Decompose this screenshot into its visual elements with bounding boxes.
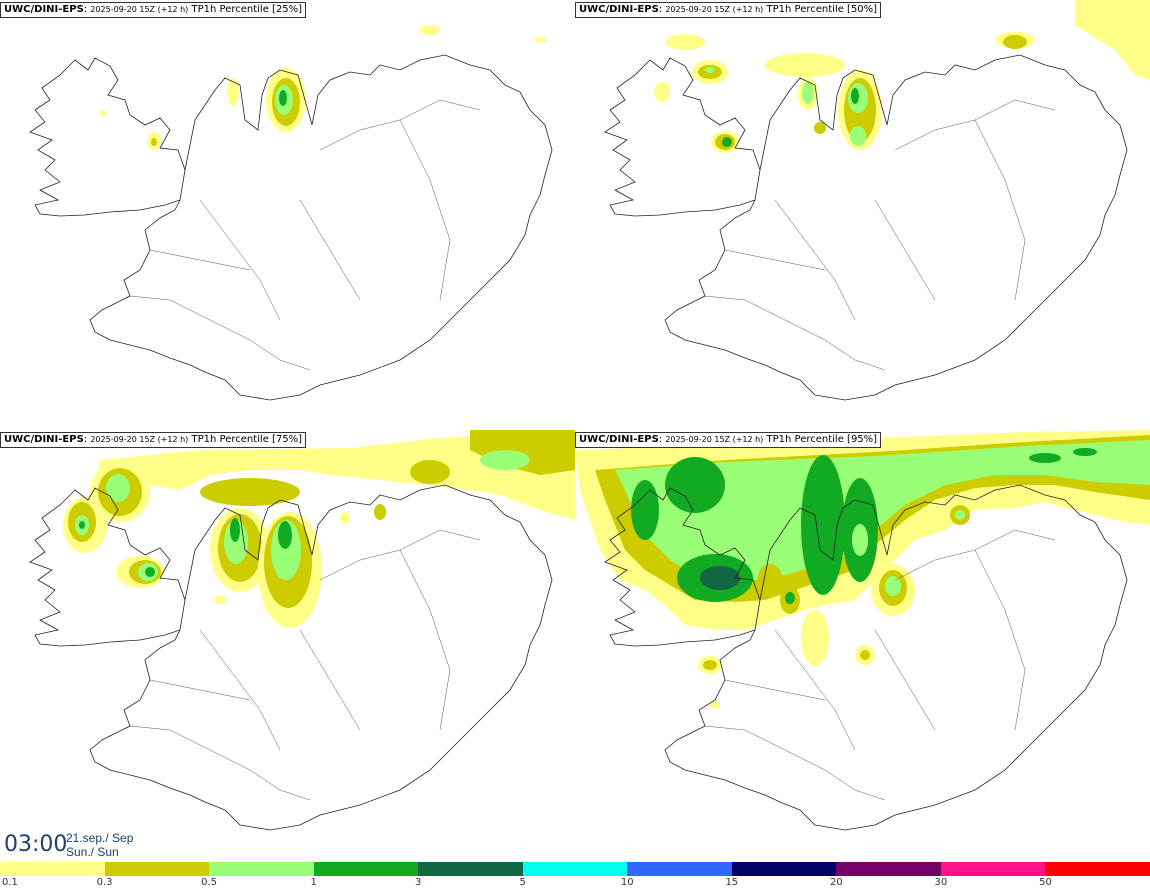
coastline <box>604 54 1128 401</box>
legend-swatch <box>0 862 105 876</box>
map-panel-p50: UWC/DINI-EPS: 2025-09-20 15Z (+12 h) TP1… <box>575 0 1150 430</box>
iceland-map <box>604 0 1150 401</box>
iceland-map <box>575 430 1150 831</box>
roads <box>129 99 481 371</box>
map-panel-p95: UWC/DINI-EPS: 2025-09-20 15Z (+12 h) TP1… <box>575 430 1150 860</box>
date-line-1: 21.sep./ Sep <box>66 831 134 845</box>
iceland-map <box>29 25 553 401</box>
roads <box>129 529 481 801</box>
legend-tick-label: 15 <box>725 877 739 888</box>
coastline <box>604 484 1128 831</box>
panel-title: UWC/DINI-EPS: 2025-09-20 15Z (+12 h) TP1… <box>0 432 307 448</box>
legend-swatch <box>627 862 732 876</box>
legend-tick-label: 1 <box>310 877 317 888</box>
legend-tick-label: 20 <box>829 877 843 888</box>
coastline <box>29 54 553 401</box>
precip-shading <box>654 0 1150 153</box>
legend-tick-label: 0.1 <box>2 877 18 888</box>
precip-shading <box>100 25 546 150</box>
legend-tick-label: 3 <box>414 877 422 888</box>
percentile-label: [50%] <box>847 4 878 15</box>
panel-title: UWC/DINI-EPS: 2025-09-20 15Z (+12 h) TP1… <box>0 2 307 18</box>
legend-tick-label: 0.5 <box>201 877 218 888</box>
valid-time: 03:00 <box>4 832 68 857</box>
field-label: TP1h Percentile <box>191 4 269 15</box>
legend-swatch <box>209 862 314 876</box>
legend-swatch <box>731 862 837 876</box>
legend-ticks: 0.1 0.3 0.5 1 3 5 10 15 20 30 50 <box>0 877 1150 891</box>
legend-tick-label: 10 <box>620 877 634 888</box>
run-label: 2025-09-20 15Z (+12 h) <box>90 435 189 444</box>
legend-swatch <box>313 862 419 876</box>
map-panel-p75: UWC/DINI-EPS: 2025-09-20 15Z (+12 h) TP1… <box>0 430 575 860</box>
percentile-label: [25%] <box>272 4 303 15</box>
legend-colorbar <box>0 862 1150 876</box>
panel-title: UWC/DINI-EPS: 2025-09-20 15Z (+12 h) TP1… <box>575 2 882 18</box>
coastline <box>29 484 553 831</box>
legend-tick-label: 50 <box>1039 877 1052 888</box>
roads <box>704 529 1056 801</box>
percentile-label: [95%] <box>847 434 878 445</box>
source-label: UWC/DINI-EPS <box>579 434 659 445</box>
precip-shading <box>575 430 1150 709</box>
run-label: 2025-09-20 15Z (+12 h) <box>90 5 189 14</box>
legend-swatch <box>522 862 628 876</box>
field-label: TP1h Percentile <box>191 434 269 445</box>
valid-date: 21.sep./ Sep Sun./ Sun <box>66 831 133 859</box>
legend-swatch <box>836 862 941 876</box>
date-line-2: Sun./ Sun <box>66 845 119 859</box>
precip-shading <box>63 430 575 628</box>
legend-tick-label: 30 <box>934 877 948 888</box>
percentile-label: [75%] <box>272 434 303 445</box>
roads <box>704 99 1056 371</box>
panel-title: UWC/DINI-EPS: 2025-09-20 15Z (+12 h) TP1… <box>575 432 882 448</box>
field-label: TP1h Percentile <box>766 4 844 15</box>
legend-swatch <box>940 862 1046 876</box>
legend-tick-label: 0.3 <box>96 877 113 888</box>
valid-time-box: 03:00 21.sep./ Sep Sun./ Sun <box>0 828 142 862</box>
legend-swatch <box>104 862 210 876</box>
run-label: 2025-09-20 15Z (+12 h) <box>665 5 764 14</box>
source-label: UWC/DINI-EPS <box>4 4 84 15</box>
legend-swatch <box>418 862 523 876</box>
legend-tick-label: 5 <box>519 877 526 888</box>
source-label: UWC/DINI-EPS <box>579 4 659 15</box>
map-panel-p25: UWC/DINI-EPS: 2025-09-20 15Z (+12 h) TP1… <box>0 0 575 430</box>
source-label: UWC/DINI-EPS <box>4 434 84 445</box>
field-label: TP1h Percentile <box>766 434 844 445</box>
run-label: 2025-09-20 15Z (+12 h) <box>665 435 764 444</box>
iceland-map <box>29 430 575 831</box>
legend-swatch <box>1045 862 1150 876</box>
